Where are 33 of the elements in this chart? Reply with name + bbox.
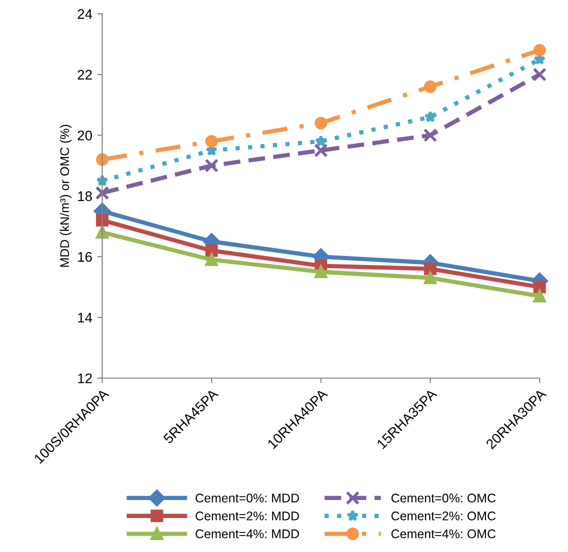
- y-tick-label: 20: [78, 130, 92, 140]
- legend-label: Cement=2%: MDD: [196, 512, 299, 520]
- legend-label: Cement=0%: OMC: [391, 494, 496, 502]
- y-tick-label: 24: [78, 9, 92, 19]
- point: [424, 80, 437, 93]
- point: [95, 186, 110, 200]
- point: [314, 143, 328, 158]
- legend-label: Cement=4%: MDD: [196, 529, 299, 538]
- point: [423, 128, 438, 142]
- point: [533, 290, 546, 302]
- point: [205, 253, 218, 266]
- point: [533, 44, 546, 56]
- point: [424, 272, 437, 284]
- point: [314, 116, 328, 130]
- y-tick-label: 16: [78, 252, 92, 262]
- point: [205, 244, 218, 257]
- point: [314, 135, 327, 147]
- legend-label: Cement=0%: MDD: [196, 494, 299, 502]
- point: [532, 68, 547, 82]
- point: [424, 110, 436, 122]
- legend-label: Cement=4%: OMC: [391, 529, 496, 538]
- y-tick-label: 14: [78, 312, 92, 322]
- point: [204, 158, 219, 173]
- point: [96, 214, 108, 226]
- point: [314, 266, 328, 278]
- point: [424, 262, 437, 276]
- point: [205, 135, 218, 148]
- point: [533, 280, 546, 294]
- y-tick-label: 18: [78, 191, 92, 202]
- y-tick-label: 12: [78, 373, 92, 384]
- y-tick-label: 22: [78, 70, 92, 80]
- legend-label: Cement=2%: OMC: [391, 512, 496, 520]
- y-axis-title: MDD (kN/m³) or OMC (%): [60, 124, 72, 267]
